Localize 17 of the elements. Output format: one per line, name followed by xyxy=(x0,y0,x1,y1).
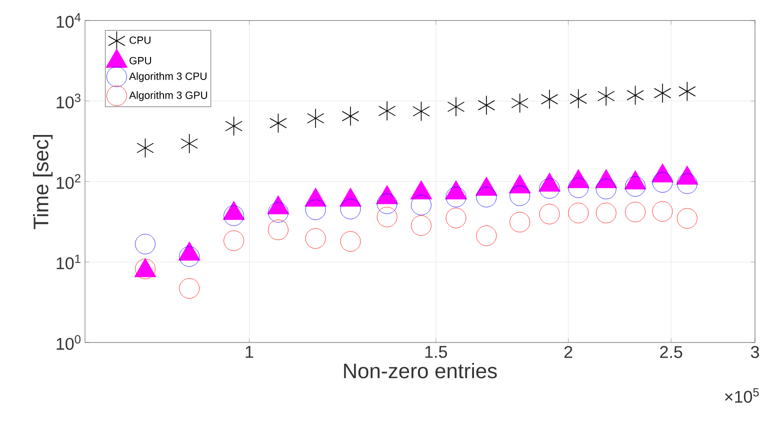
x-tick-label: 1 xyxy=(246,346,254,358)
x-tick-label: 2.5 xyxy=(660,346,682,358)
y-axis-title: Time [sec] xyxy=(33,134,53,230)
x-tick-label: 3 xyxy=(750,346,759,358)
y-tick-label: 10$^{4}$ xyxy=(56,13,81,28)
x-tick-label: 2 xyxy=(564,346,572,358)
text: ×10$^{5}$ xyxy=(725,388,759,403)
x-axis-title: Non-zero entries xyxy=(344,362,497,378)
y-tick-label: 10$^{1}$ xyxy=(56,254,80,270)
y-tick-label: 10$^{0}$ xyxy=(56,335,80,350)
y-tick-label: 10$^{3}$ xyxy=(56,94,80,108)
y-tick-label: 10$^{2}$ xyxy=(56,174,80,189)
x-tick-label: 1.5 xyxy=(425,346,447,358)
legend-label: Algorithm 3 GPU xyxy=(129,91,208,102)
legend-label: CPU xyxy=(130,36,150,44)
legend-label: Algorithm 3 CPU xyxy=(129,72,206,82)
legend-label: GPU xyxy=(130,56,152,64)
